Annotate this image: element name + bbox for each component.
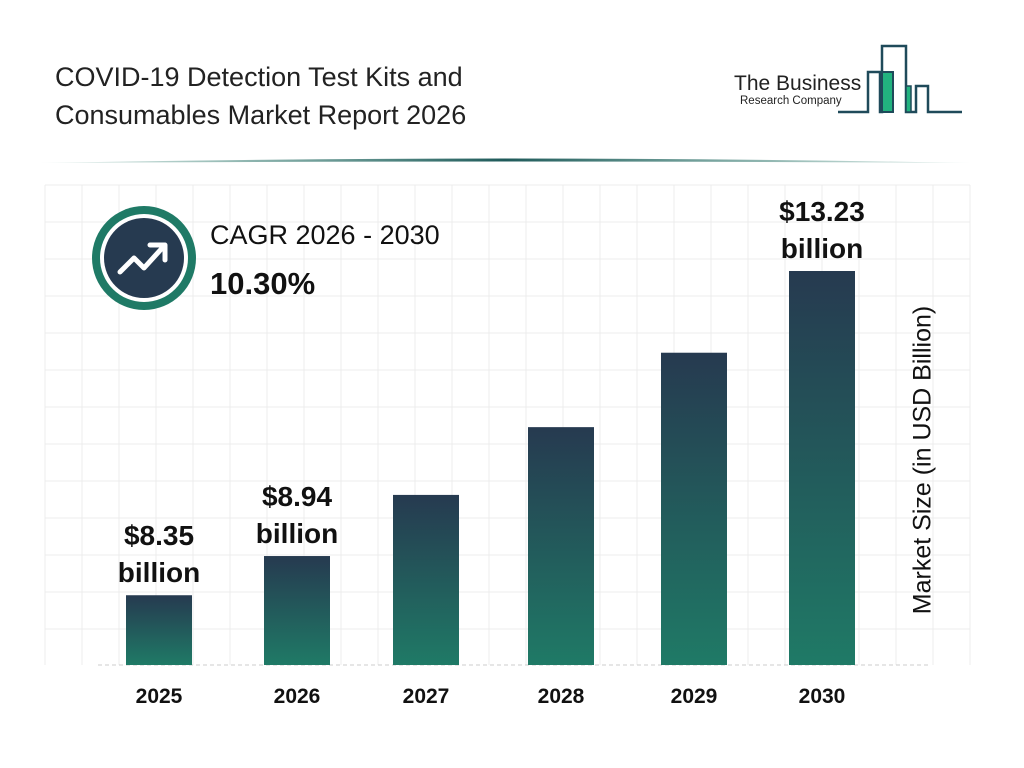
- x-tick-label: 2030: [799, 685, 846, 708]
- data-label: $8.35: [124, 520, 194, 551]
- title-line-1: COVID-19 Detection Test Kits and: [55, 62, 463, 92]
- logo-text-1: The Business: [734, 72, 861, 95]
- x-tick-label: 2025: [136, 685, 183, 708]
- company-logo: The Business Research Company: [734, 44, 962, 114]
- data-label: $13.23: [779, 196, 865, 227]
- bar-2025: [126, 595, 192, 665]
- x-tick-label: 2026: [274, 685, 321, 708]
- logo-text-2: Research Company: [740, 95, 842, 107]
- cagr-label: CAGR 2026 - 2030: [210, 220, 440, 250]
- data-label: billion: [781, 233, 863, 264]
- bar-2028: [528, 427, 594, 665]
- x-tick-label: 2028: [538, 685, 585, 708]
- bar-2027: [393, 494, 459, 665]
- trending-up-icon: [117, 242, 168, 275]
- bar-2029: [661, 352, 727, 665]
- data-label: billion: [118, 557, 200, 588]
- y-axis-label: Market Size (in USD Billion): [908, 305, 937, 615]
- x-tick-label: 2027: [403, 685, 450, 708]
- data-label: billion: [256, 518, 338, 549]
- page-title: COVID-19 Detection Test Kits and Consuma…: [55, 58, 655, 134]
- bar-2030: [789, 271, 855, 665]
- bar-2026: [264, 556, 330, 665]
- cagr-badge: [92, 206, 196, 310]
- data-label: $8.94: [262, 481, 332, 512]
- cagr-value: 10.30%: [210, 266, 316, 301]
- header-divider: [40, 158, 970, 163]
- title-line-2: Consumables Market Report 2026: [55, 100, 467, 130]
- x-tick-label: 2029: [671, 685, 718, 708]
